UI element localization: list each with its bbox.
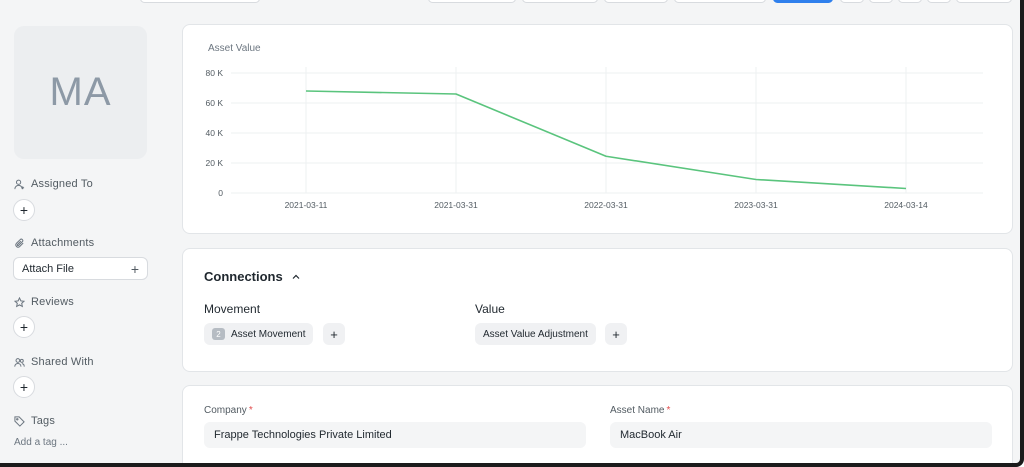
avatar: MA bbox=[14, 26, 147, 159]
paperclip-icon bbox=[15, 238, 24, 248]
add-review-button[interactable]: + bbox=[13, 316, 35, 338]
x-tick-label: 2024-03-14 bbox=[884, 200, 928, 210]
attachments-label: Attachments bbox=[14, 237, 94, 249]
toolbar bbox=[0, 0, 1020, 6]
connections-header[interactable]: Connections bbox=[204, 269, 301, 284]
share-button[interactable]: + bbox=[13, 376, 35, 398]
toolbar-button[interactable] bbox=[956, 0, 1012, 3]
primary-button[interactable] bbox=[773, 0, 833, 3]
toolbar-button[interactable] bbox=[674, 0, 766, 3]
connections-card: Connections Movement 2 Asset Movement + … bbox=[182, 248, 1013, 372]
tag-icon bbox=[14, 415, 25, 427]
y-tick-label: 20 K bbox=[206, 158, 224, 168]
toolbar-button[interactable] bbox=[604, 0, 668, 3]
asset-movement-link[interactable]: 2 Asset Movement bbox=[204, 323, 314, 345]
avatar-initials: MA bbox=[49, 70, 112, 114]
movement-group-label: Movement bbox=[204, 302, 261, 316]
assigned-to-label: Assigned To bbox=[14, 178, 93, 190]
x-tick-label: 2021-03-31 bbox=[434, 200, 478, 210]
y-tick-label: 60 K bbox=[206, 98, 224, 108]
y-tick-label: 40 K bbox=[206, 128, 224, 138]
add-tag-link[interactable]: Add a tag ... bbox=[14, 437, 68, 448]
sidebar: MA Assigned To + Attachments Attach File… bbox=[0, 0, 170, 463]
reviews-label: Reviews bbox=[14, 296, 74, 308]
tags-label: Tags bbox=[14, 415, 55, 427]
toolbar-button[interactable] bbox=[840, 0, 864, 3]
y-tick-label: 0 bbox=[218, 188, 223, 198]
required-mark: * bbox=[666, 405, 671, 416]
chart-title: Asset Value bbox=[208, 43, 261, 54]
shared-with-label: Shared With bbox=[14, 356, 94, 368]
asset-value-chart: 0 20 K 40 K 60 K 80 K 2021-03-11 2021-03-31 202… bbox=[206, 67, 983, 210]
toolbar-button[interactable] bbox=[522, 0, 598, 3]
plus-icon: + bbox=[19, 319, 29, 335]
asset-name-label: Asset Name * bbox=[610, 405, 671, 416]
add-asset-movement-button[interactable]: + bbox=[323, 323, 345, 345]
chevron-up-icon bbox=[292, 274, 300, 279]
company-field[interactable]: Frappe Technologies Private Limited bbox=[204, 422, 586, 448]
toolbar-button[interactable] bbox=[927, 0, 951, 3]
value-group-label: Value bbox=[475, 302, 505, 316]
add-asset-value-adjustment-button[interactable]: + bbox=[605, 323, 627, 345]
attach-file-button[interactable]: Attach File + bbox=[13, 257, 148, 280]
x-tick-label: 2022-03-31 bbox=[584, 200, 628, 210]
star-icon bbox=[14, 296, 25, 307]
plus-icon: + bbox=[612, 326, 620, 342]
asset-value-chart-card: Asset Value 0 20 K 40 K 60 K 80 K 2021-03-11 2… bbox=[182, 24, 1013, 234]
y-tick-label: 80 K bbox=[206, 68, 224, 78]
asset-value-adjustment-link[interactable]: Asset Value Adjustment bbox=[475, 323, 596, 345]
user-icon bbox=[14, 179, 25, 189]
add-assignee-button[interactable]: + bbox=[13, 199, 35, 221]
asset-form-card: Company * Frappe Technologies Private Lim… bbox=[182, 385, 1013, 463]
toolbar-button[interactable] bbox=[869, 0, 893, 3]
x-tick-label: 2023-03-31 bbox=[734, 200, 778, 210]
plus-icon: + bbox=[130, 260, 139, 277]
plus-icon: + bbox=[19, 202, 29, 218]
toolbar-button[interactable] bbox=[898, 0, 922, 3]
required-mark: * bbox=[248, 405, 253, 416]
plus-icon: + bbox=[19, 379, 29, 395]
company-label: Company * bbox=[204, 405, 253, 416]
count-badge: 2 bbox=[212, 328, 225, 340]
x-tick-label: 2021-03-11 bbox=[285, 200, 328, 210]
asset-name-field[interactable]: MacBook Air bbox=[610, 422, 992, 448]
toolbar-button[interactable] bbox=[428, 0, 516, 3]
connections-title: Connections bbox=[204, 269, 283, 284]
users-icon bbox=[14, 357, 25, 367]
plus-icon: + bbox=[330, 326, 338, 342]
